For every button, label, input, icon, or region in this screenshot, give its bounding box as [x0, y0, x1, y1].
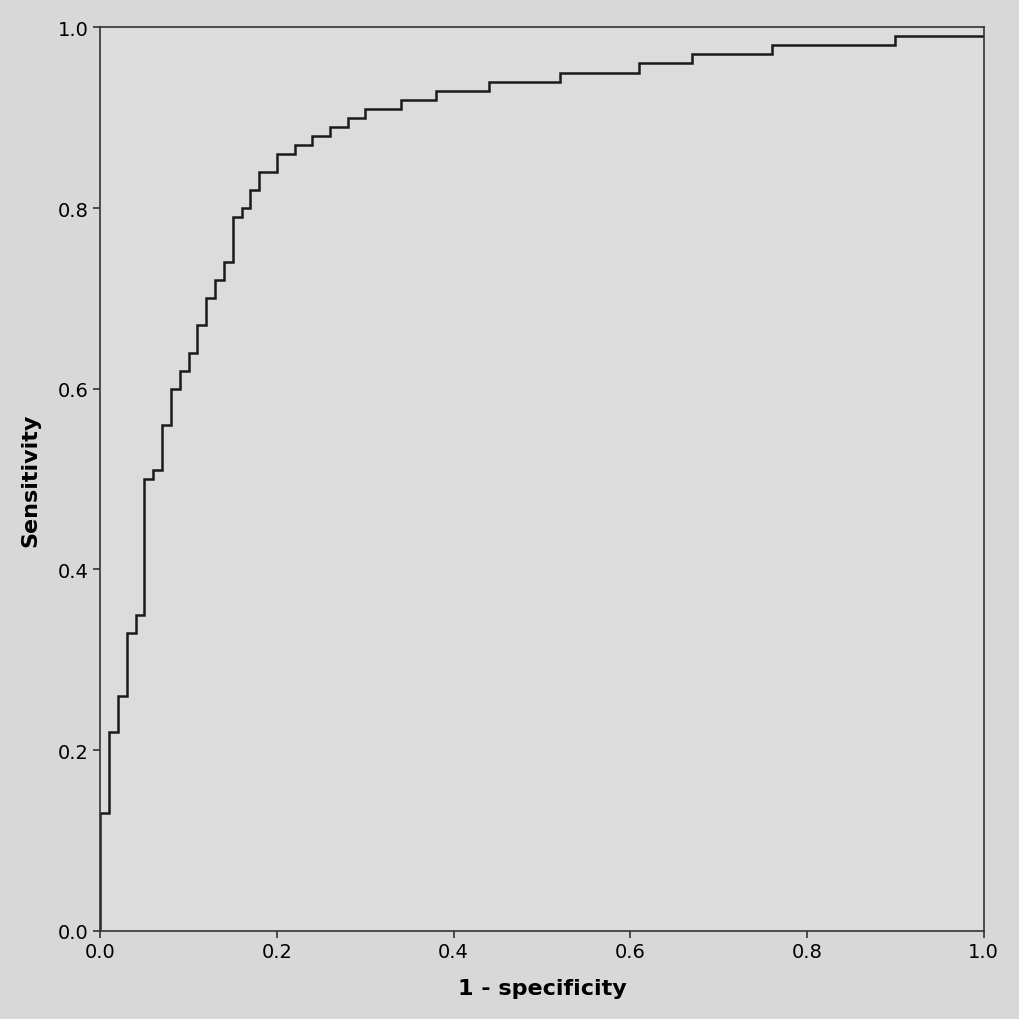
Y-axis label: Sensitivity: Sensitivity: [20, 413, 41, 546]
X-axis label: 1 - specificity: 1 - specificity: [458, 978, 626, 999]
